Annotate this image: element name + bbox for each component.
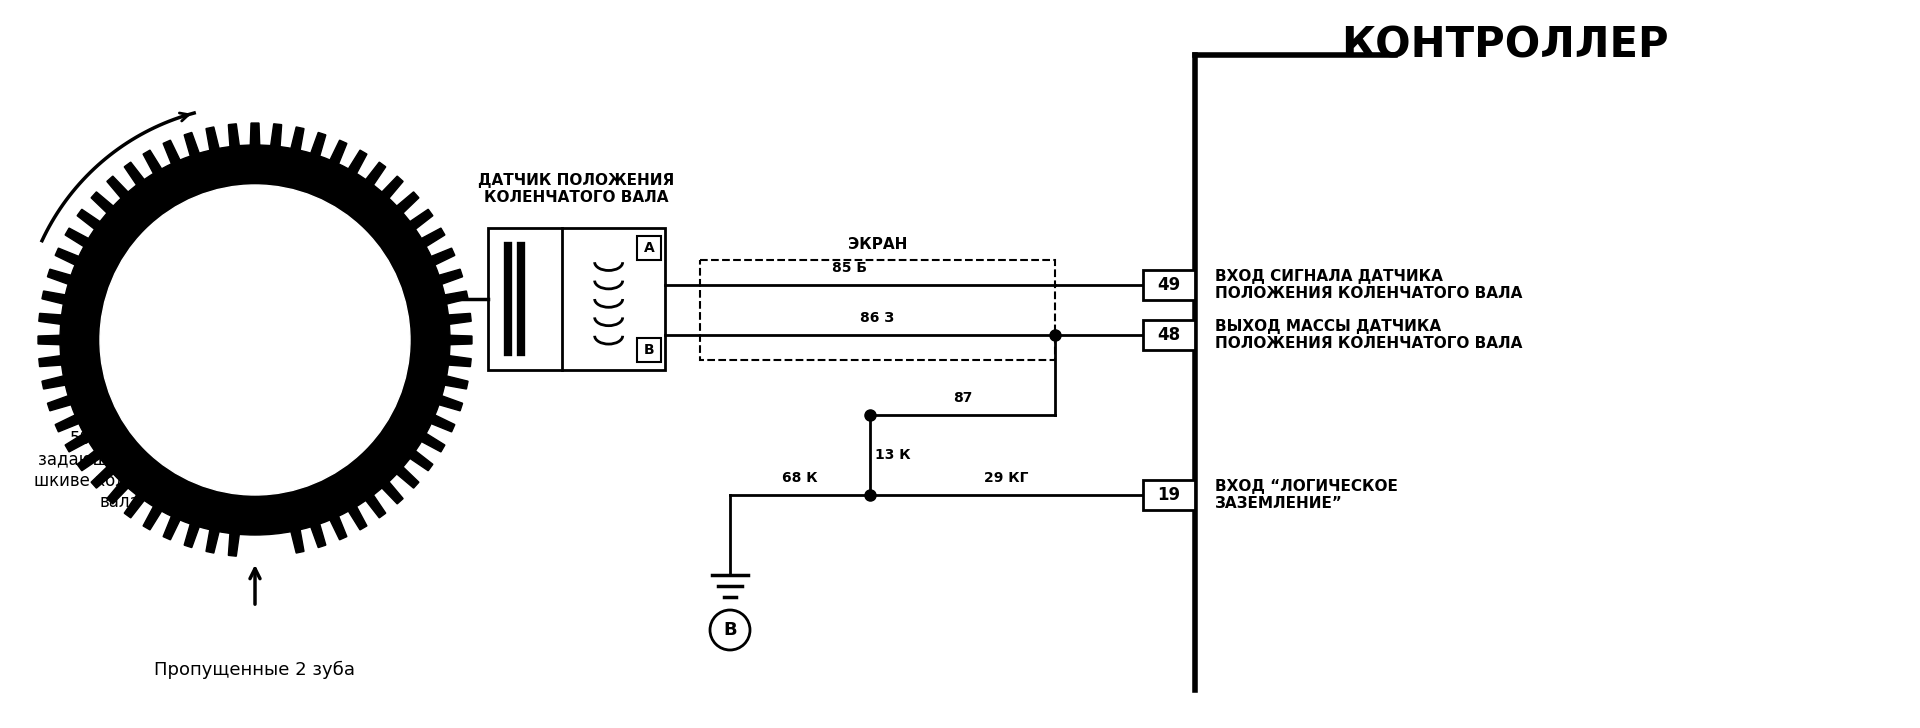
Text: A: A: [643, 241, 655, 255]
Bar: [1142, 270, 1194, 300]
Polygon shape: [184, 132, 200, 157]
Polygon shape: [365, 162, 386, 186]
Polygon shape: [56, 248, 81, 266]
Polygon shape: [365, 494, 386, 518]
Polygon shape: [65, 228, 90, 247]
Polygon shape: [48, 395, 73, 411]
Polygon shape: [409, 450, 432, 471]
Text: 85 Б: 85 Б: [831, 261, 866, 275]
Polygon shape: [90, 192, 113, 214]
Polygon shape: [108, 176, 129, 199]
Polygon shape: [205, 127, 219, 151]
Bar: [701, 260, 1054, 360]
Text: 86 З: 86 З: [860, 311, 895, 325]
Text: 58-зубовый
задающий диск на
шкиве коленчатого
вала: 58-зубовый задающий диск на шкиве коленч…: [35, 430, 205, 510]
Polygon shape: [438, 269, 463, 285]
Polygon shape: [163, 515, 180, 540]
Polygon shape: [65, 433, 90, 452]
Circle shape: [60, 145, 449, 535]
Polygon shape: [77, 450, 102, 471]
Polygon shape: [430, 248, 455, 266]
Polygon shape: [228, 532, 240, 556]
Polygon shape: [38, 336, 61, 345]
Polygon shape: [144, 505, 161, 530]
Polygon shape: [409, 209, 432, 230]
Text: ВХОД “ЛОГИЧЕСКОЕ
ЗАЗЕМЛЕНИЕ”: ВХОД “ЛОГИЧЕСКОЕ ЗАЗЕМЛЕНИЕ”: [1215, 479, 1398, 511]
Bar: [488, 228, 664, 370]
Polygon shape: [56, 414, 81, 432]
Polygon shape: [184, 523, 200, 547]
Polygon shape: [108, 481, 129, 504]
Polygon shape: [38, 355, 63, 367]
Polygon shape: [348, 505, 367, 530]
Polygon shape: [430, 414, 455, 432]
Circle shape: [710, 610, 751, 650]
Polygon shape: [163, 141, 180, 165]
Circle shape: [100, 185, 411, 495]
Bar: [1142, 480, 1194, 510]
Polygon shape: [228, 124, 240, 148]
Text: ВЫХОД МАССЫ ДАТЧИКА
ПОЛОЖЕНИЯ КОЛЕНЧАТОГО ВАЛА: ВЫХОД МАССЫ ДАТЧИКА ПОЛОЖЕНИЯ КОЛЕНЧАТОГ…: [1215, 319, 1523, 351]
Bar: [1142, 320, 1194, 350]
Polygon shape: [382, 176, 403, 199]
Polygon shape: [396, 192, 419, 214]
Text: ДАТЧИК ПОЛОЖЕНИЯ
КОЛЕНЧАТОГО ВАЛА: ДАТЧИК ПОЛОЖЕНИЯ КОЛЕНЧАТОГО ВАЛА: [478, 173, 674, 205]
Text: 48: 48: [1158, 326, 1181, 344]
Polygon shape: [311, 132, 326, 157]
Polygon shape: [449, 336, 472, 345]
Polygon shape: [48, 269, 73, 285]
Polygon shape: [447, 355, 470, 367]
Polygon shape: [205, 529, 219, 553]
Text: B: B: [643, 343, 655, 357]
Polygon shape: [42, 291, 67, 304]
Polygon shape: [290, 529, 303, 553]
Polygon shape: [42, 376, 67, 389]
Polygon shape: [348, 150, 367, 175]
Polygon shape: [125, 494, 144, 518]
Polygon shape: [420, 433, 445, 452]
Text: ЭКРАН: ЭКРАН: [849, 237, 906, 252]
Polygon shape: [438, 395, 463, 411]
Polygon shape: [125, 162, 144, 186]
Polygon shape: [290, 127, 303, 151]
Polygon shape: [330, 515, 348, 540]
Polygon shape: [271, 124, 282, 148]
Polygon shape: [38, 313, 63, 325]
Polygon shape: [330, 141, 348, 165]
Polygon shape: [250, 123, 259, 146]
Text: ВХОД СИГНАЛА ДАТЧИКА
ПОЛОЖЕНИЯ КОЛЕНЧАТОГО ВАЛА: ВХОД СИГНАЛА ДАТЧИКА ПОЛОЖЕНИЯ КОЛЕНЧАТО…: [1215, 269, 1523, 301]
Polygon shape: [77, 209, 102, 230]
Text: Пропущенные 2 зуба: Пропущенные 2 зуба: [154, 661, 355, 679]
Polygon shape: [396, 466, 419, 488]
Text: В: В: [724, 621, 737, 639]
Text: 19: 19: [1158, 486, 1181, 504]
Polygon shape: [144, 150, 161, 175]
Polygon shape: [447, 313, 470, 325]
Polygon shape: [90, 466, 113, 488]
Polygon shape: [420, 228, 445, 247]
Polygon shape: [382, 481, 403, 504]
Text: 87: 87: [952, 391, 972, 405]
Bar: [637, 236, 660, 260]
Text: КОНТРОЛЛЕР: КОНТРОЛЛЕР: [1342, 24, 1668, 66]
Text: 49: 49: [1158, 276, 1181, 294]
Text: 29 КГ: 29 КГ: [985, 471, 1029, 485]
Polygon shape: [444, 291, 468, 304]
Text: 68 К: 68 К: [781, 471, 818, 485]
Text: 13 К: 13 К: [876, 448, 910, 462]
Polygon shape: [444, 376, 468, 389]
Polygon shape: [311, 523, 326, 547]
Bar: [637, 338, 660, 362]
